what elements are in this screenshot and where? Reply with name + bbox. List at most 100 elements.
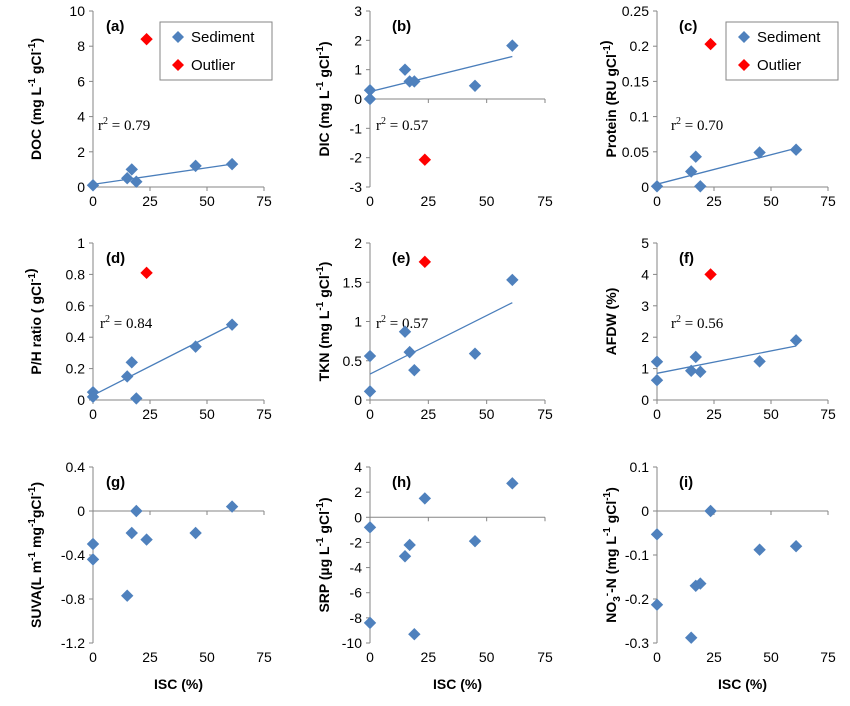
y-tick-label: 0 bbox=[641, 392, 649, 408]
legend-outlier-label: Outlier bbox=[757, 57, 801, 74]
r2-symbol: r bbox=[98, 118, 103, 134]
r2-sup: 2 bbox=[103, 116, 108, 127]
r-squared-label: r2 = 0.70 bbox=[671, 116, 723, 134]
r2-symbol: r bbox=[376, 118, 381, 134]
y-label-sup: -1 bbox=[27, 486, 38, 495]
y-label-part: NO bbox=[603, 602, 619, 623]
sediment-point bbox=[650, 374, 664, 387]
sediment-point bbox=[694, 180, 707, 193]
x-tick-label: 75 bbox=[537, 649, 553, 665]
y-tick-label: 0 bbox=[641, 179, 649, 195]
y-tick-label: 0.25 bbox=[622, 3, 649, 19]
sediment-point bbox=[121, 172, 134, 185]
sediment-point bbox=[125, 526, 138, 540]
y-label-part: -N (mg L bbox=[603, 536, 619, 593]
x-tick-label: 50 bbox=[199, 649, 215, 665]
y-tick-label: 8 bbox=[77, 38, 85, 54]
y-tick-label: -0.3 bbox=[625, 635, 649, 651]
sediment-point bbox=[689, 150, 702, 163]
legend-outlier-label: Outlier bbox=[191, 57, 235, 74]
y-label-part: Protein (RU gCl bbox=[603, 54, 619, 157]
x-tick-label: 0 bbox=[366, 649, 374, 665]
sediment-point bbox=[363, 349, 377, 363]
sediment-point bbox=[225, 318, 239, 331]
sediment-point bbox=[650, 355, 664, 368]
x-tick-label: 25 bbox=[706, 406, 722, 422]
y-label-part: gCl bbox=[316, 275, 332, 301]
sediment-point bbox=[363, 84, 377, 97]
y-tick-label: 0.2 bbox=[66, 361, 86, 377]
y-axis-label: DIC (mg L-1 gCl-1) bbox=[315, 41, 332, 156]
sediment-point bbox=[694, 365, 707, 378]
x-tick-label: 25 bbox=[142, 649, 158, 665]
panel-d: 0 0.2 0.4 0.6 0.8 1 0 25 50 75 P/H ratio ( gCl-1) (… bbox=[22, 235, 272, 422]
sediment-point bbox=[468, 79, 482, 92]
legend: Sediment Outlier bbox=[725, 21, 839, 81]
sediment-point bbox=[789, 334, 803, 347]
panel-letter: (f) bbox=[679, 250, 694, 267]
outlier-point bbox=[418, 153, 432, 166]
sediment-point bbox=[650, 528, 664, 541]
x-tick-label: 50 bbox=[199, 193, 215, 209]
sediment-point bbox=[189, 526, 202, 540]
y-label-sup: -1 bbox=[315, 537, 326, 546]
sediment-point bbox=[86, 537, 100, 551]
y-tick-label: 5 bbox=[641, 235, 649, 251]
y-tick-label: 4 bbox=[641, 266, 649, 282]
panel-letter: (c) bbox=[679, 18, 697, 35]
y-tick-label: 0 bbox=[354, 509, 362, 525]
y-tick-label: -3 bbox=[350, 179, 363, 195]
legend-box bbox=[159, 21, 273, 81]
r2-sup: 2 bbox=[676, 116, 681, 127]
outlier-point bbox=[140, 32, 153, 46]
panel-letter: (d) bbox=[106, 250, 125, 267]
y-label-part: ) bbox=[28, 482, 44, 487]
regression-line bbox=[92, 324, 233, 396]
y-label-sup: -1 bbox=[602, 527, 613, 536]
y-tick-label: 3 bbox=[641, 298, 649, 314]
y-tick-label: -2 bbox=[350, 534, 363, 550]
y-label-part: gCl bbox=[603, 501, 619, 527]
x-tick-label: 25 bbox=[421, 649, 437, 665]
y-tick-label: 2 bbox=[641, 329, 649, 345]
x-tick-label: 75 bbox=[256, 649, 272, 665]
x-tick-label: 0 bbox=[653, 193, 661, 209]
x-tick-label: 50 bbox=[763, 406, 779, 422]
legend-sediment-marker bbox=[738, 31, 750, 43]
y-label-part: ) bbox=[603, 487, 619, 492]
y-label-sup: -1 bbox=[315, 301, 326, 310]
outlier-point bbox=[704, 268, 717, 281]
regression-line bbox=[369, 302, 513, 375]
x-tick-label: 25 bbox=[142, 193, 158, 209]
y-tick-label: 0.1 bbox=[630, 459, 650, 475]
y-tick-label: 0.1 bbox=[630, 109, 650, 125]
x-axis-label: ISC (%) bbox=[433, 676, 482, 692]
x-tick-label: 0 bbox=[653, 406, 661, 422]
y-tick-label: 1.5 bbox=[343, 274, 363, 290]
y-label-part: DOC (mg L bbox=[28, 86, 44, 160]
r2-sup: 2 bbox=[676, 314, 681, 325]
y-tick-label: 1 bbox=[77, 235, 85, 251]
y-tick-label: 0 bbox=[641, 503, 649, 519]
sediment-point bbox=[685, 165, 698, 178]
sediment-point bbox=[86, 390, 100, 404]
regression-line bbox=[92, 163, 233, 186]
x-axis-label: ISC (%) bbox=[718, 676, 767, 692]
sediment-point bbox=[225, 500, 239, 513]
y-tick-label: 0.8 bbox=[66, 266, 86, 282]
sediment-point bbox=[650, 180, 664, 193]
y-tick-label: 0 bbox=[354, 392, 362, 408]
legend-box bbox=[725, 21, 839, 81]
x-tick-label: 75 bbox=[537, 406, 553, 422]
sediment-point bbox=[189, 159, 202, 173]
y-tick-label: 0 bbox=[77, 392, 85, 408]
sediment-point bbox=[398, 63, 412, 76]
sediment-point bbox=[506, 477, 519, 490]
y-tick-label: 2 bbox=[354, 484, 362, 500]
